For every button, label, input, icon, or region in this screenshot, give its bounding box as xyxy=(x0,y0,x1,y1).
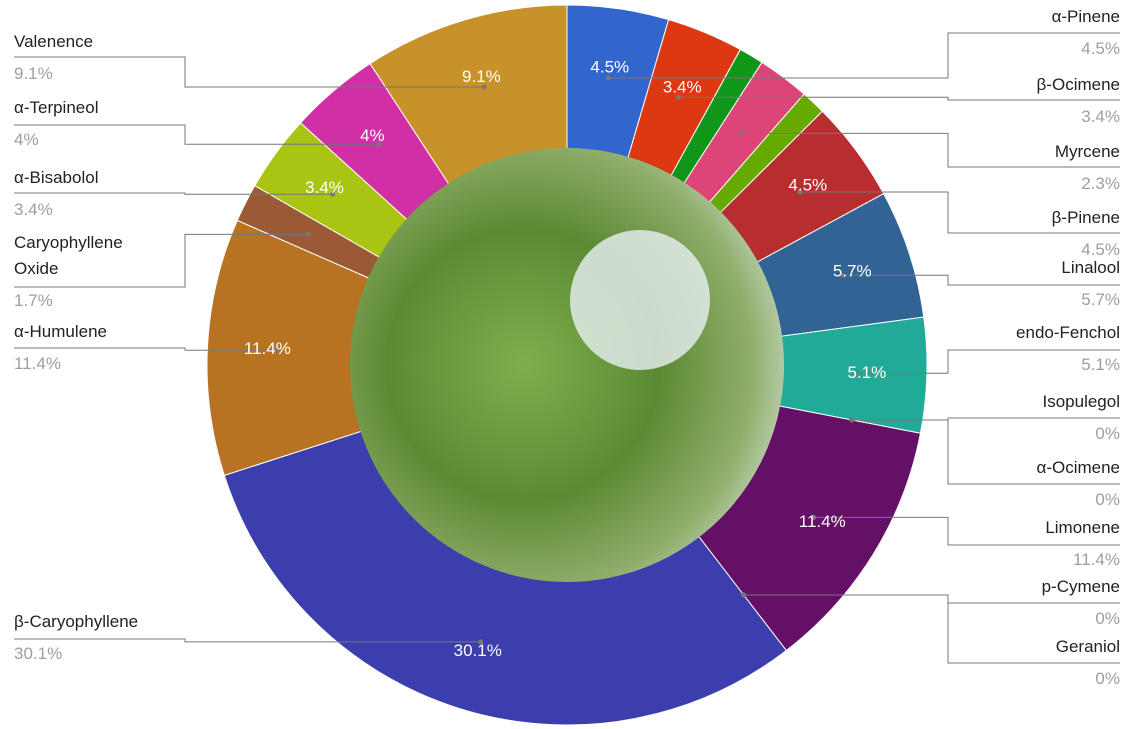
label-value: 4.5% xyxy=(1081,240,1120,259)
slice-label: 3.4% xyxy=(305,178,344,197)
label-name: β-Ocimene xyxy=(1036,75,1120,94)
leader-dot xyxy=(738,130,744,136)
leader-dot xyxy=(840,272,846,278)
slice-label: 5.7% xyxy=(833,262,872,281)
leader-line xyxy=(799,191,1120,234)
legend-label: Linalool 5.7% xyxy=(1061,255,1120,313)
label-value: 4% xyxy=(14,130,39,149)
leader-dot xyxy=(675,94,681,100)
leader-line xyxy=(856,349,1120,374)
leader-dot xyxy=(849,417,855,423)
label-value: 0% xyxy=(1095,669,1120,688)
center-photo xyxy=(350,148,784,582)
label-name: Valenence xyxy=(14,32,94,51)
label-value: 5.1% xyxy=(1081,355,1120,374)
legend-label: Limonene 11.4% xyxy=(1045,515,1120,573)
slice-label: 9.1% xyxy=(462,67,501,86)
label-value: 3.4% xyxy=(1081,107,1120,126)
label-name: α-Terpineol xyxy=(14,98,99,117)
slice-labels: 4.5% 3.4% 4.5% 5.7% 5.1% 11.4% 30.1% 11.4% 3.4% 4… xyxy=(244,58,886,660)
legend-label: α-Ocimene 0% xyxy=(1036,455,1120,513)
leader-dot xyxy=(481,84,487,90)
legend-label: Myrcene 2.3% xyxy=(1055,139,1120,197)
photo-highlight xyxy=(570,230,710,370)
label-name: endo-Fenchol xyxy=(1016,323,1120,342)
label-name: Limonene xyxy=(1045,518,1120,537)
label-value: 2.3% xyxy=(1081,174,1120,193)
leader-line xyxy=(14,347,278,351)
label-value: 3.4% xyxy=(14,200,53,219)
label-name: Isopulegol xyxy=(1042,392,1120,411)
legend-label: β-Pinene 4.5% xyxy=(1052,205,1120,263)
label-name: Caryophyllene Oxide xyxy=(14,233,123,278)
leader-dot xyxy=(305,231,311,237)
label-value: 0% xyxy=(1095,609,1120,628)
leader-dot xyxy=(330,191,336,197)
leader-dot xyxy=(741,592,747,598)
label-name: Geraniol xyxy=(1055,637,1120,656)
slice-label: 30.1% xyxy=(454,641,502,660)
label-value: 30.1% xyxy=(14,644,63,663)
leader-dot xyxy=(376,141,382,147)
label-name: α-Bisabolol xyxy=(14,168,99,187)
legend-label: Isopulegol 0% xyxy=(1042,389,1120,447)
leader-line xyxy=(14,233,309,288)
label-value: 0% xyxy=(1095,424,1120,443)
leader-dot xyxy=(797,189,803,195)
legend-label: α-Humulene 11.4% xyxy=(14,319,107,377)
slice-label: 4.5% xyxy=(590,58,629,77)
label-name: Myrcene xyxy=(1054,142,1120,161)
slices xyxy=(206,4,928,726)
slice-label: 11.4% xyxy=(244,339,291,358)
label-value: 0% xyxy=(1095,490,1120,509)
label-name: α-Ocimene xyxy=(1036,458,1120,477)
leader-line xyxy=(813,516,1120,546)
legend-label: Geraniol 0% xyxy=(1056,634,1120,692)
leader-line xyxy=(608,32,1120,79)
legend-label: p-Cymene 0% xyxy=(1042,574,1120,632)
leader-dot xyxy=(811,514,817,520)
label-name: β-Caryophyllene xyxy=(14,612,139,631)
slice-label: 11.4% xyxy=(799,512,846,531)
leader-dot xyxy=(478,639,484,645)
leader-line xyxy=(741,132,1120,168)
leader-line xyxy=(743,594,1120,664)
legend-label: β-Caryophyllene 30.1% xyxy=(14,609,138,667)
slice-label: 5.1% xyxy=(848,363,887,382)
slice-label: 3.4% xyxy=(663,78,702,97)
label-name: α-Pinene xyxy=(1051,7,1120,26)
leader-dot xyxy=(605,75,611,81)
leader-lines xyxy=(14,32,1120,664)
label-name: Linalool xyxy=(1061,258,1120,277)
leader-dot xyxy=(274,347,280,353)
leader-line xyxy=(678,96,1120,101)
leader-line xyxy=(842,274,1120,286)
leader-line xyxy=(14,124,379,145)
label-value: 9.1% xyxy=(14,64,53,83)
label-value: 11.4% xyxy=(1073,550,1120,569)
legend-label: α-Terpineol 4% xyxy=(14,95,98,153)
label-name: p-Cymene xyxy=(1041,577,1120,596)
legend-label: α-Pinene 4.5% xyxy=(1052,4,1120,62)
slice-label: 4.5% xyxy=(788,176,827,195)
leader-line xyxy=(14,56,485,88)
label-name: β-Pinene xyxy=(1051,208,1120,227)
label-value: 1.7% xyxy=(14,291,53,310)
leader-line xyxy=(14,638,481,643)
legend-label: Caryophyllene Oxide 1.7% xyxy=(14,230,139,314)
leader-line xyxy=(851,419,1120,485)
label-value: 4.5% xyxy=(1081,39,1120,58)
legend-label: β-Ocimene 3.4% xyxy=(1037,72,1120,130)
legend-label: endo-Fenchol 5.1% xyxy=(1016,320,1120,378)
slice-label: 4% xyxy=(360,126,385,145)
leader-line xyxy=(14,192,333,195)
label-value: 11.4% xyxy=(14,354,61,373)
label-value: 5.7% xyxy=(1081,290,1120,309)
legend-label: α-Bisabolol 3.4% xyxy=(14,165,98,223)
leader-dot xyxy=(854,370,860,376)
label-name: α-Humulene xyxy=(14,322,107,341)
legend-label: Valenence 9.1% xyxy=(14,29,93,87)
